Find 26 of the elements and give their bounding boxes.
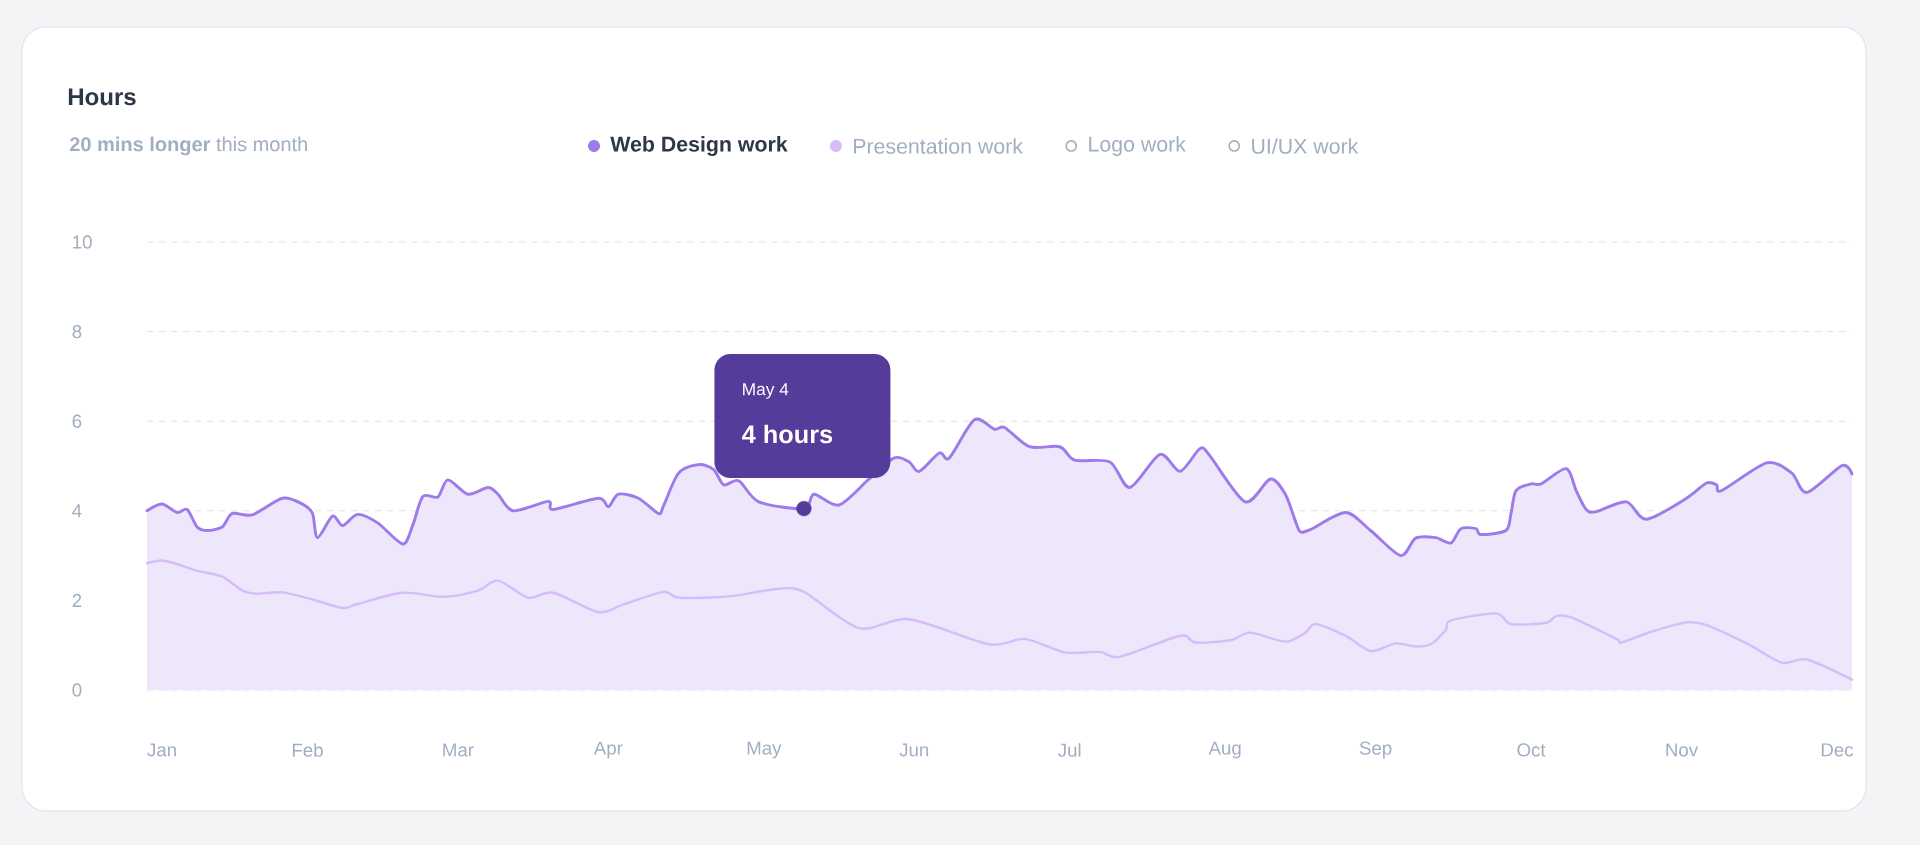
x-tick-label: Jan — [147, 743, 176, 757]
chart-subtitle: 20 mins longer this month — [69, 136, 307, 156]
chart-title: Hours — [68, 88, 136, 106]
x-tick-label: Jul — [1058, 743, 1081, 757]
legend-label: Web Design work — [610, 136, 788, 156]
y-tick-label: 2 — [72, 593, 82, 607]
y-tick-label: 6 — [72, 414, 82, 428]
x-tick-label: Nov — [1666, 743, 1699, 757]
x-tick-label: Aug — [1208, 741, 1241, 759]
legend-label: UI/UX work — [1252, 138, 1359, 154]
x-tick-label: Dec — [1821, 743, 1854, 757]
y-tick-label: 8 — [72, 324, 82, 339]
x-tick-label: Mar — [443, 743, 474, 757]
annotation: May 4 — [743, 383, 789, 399]
x-tick-label: Feb — [292, 743, 323, 757]
x-tick-label: Oct — [1517, 743, 1546, 757]
y-tick-label: 10 — [73, 235, 92, 249]
x-tick-label: Apr — [593, 741, 623, 759]
x-tick-label: Jun — [899, 743, 929, 757]
legend-label: Logo work — [1089, 136, 1186, 156]
x-tick-label: Sep — [1359, 741, 1392, 759]
y-tick-label: 4 — [72, 504, 82, 518]
y-tick-label: 0 — [72, 683, 82, 697]
x-tick-label: May — [747, 741, 782, 759]
legend-label: Presentation work — [853, 138, 1023, 154]
annotation: 4 hours — [742, 424, 833, 444]
